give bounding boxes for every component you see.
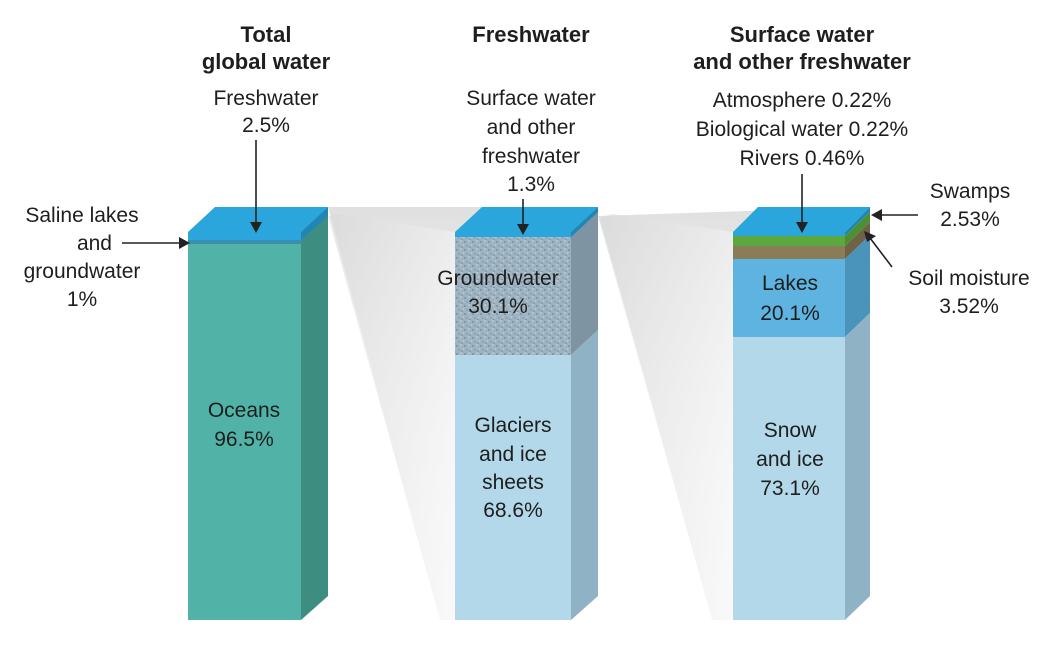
- titles: Total global water Freshwater Surface wa…: [202, 22, 911, 74]
- col3-side-snow: [845, 313, 870, 620]
- label-oceans: Oceans: [208, 399, 280, 422]
- label-glaciers-sheets: sheets: [482, 471, 544, 494]
- col2-side-top: [571, 207, 598, 237]
- bar-segment-swamps: [733, 236, 845, 246]
- column-surface-water: [733, 207, 870, 620]
- label-saline-value: 1%: [67, 288, 97, 311]
- label-lakes-value: 20.1%: [760, 302, 820, 325]
- label-atmosphere: Atmosphere 0.22%: [713, 89, 892, 112]
- col2-side-lower: [571, 330, 598, 620]
- col3-side-soil: [845, 222, 870, 259]
- column-freshwater: [455, 207, 598, 620]
- label-swamps-value: 2.53%: [940, 208, 1000, 231]
- label-surface-water: Surface water: [466, 87, 596, 110]
- arrowhead-swamps: [871, 209, 882, 221]
- label-surface-value: 1.3%: [507, 173, 555, 196]
- label-glaciers-and-ice: and ice: [479, 443, 547, 466]
- col2-labels: Surface water and other freshwater 1.3% …: [437, 87, 595, 522]
- label-glaciers-value: 68.6%: [483, 499, 543, 522]
- label-surface-and-other: and other: [487, 116, 576, 139]
- funnel-2-to-3-shade: [600, 214, 733, 620]
- label-snow: Snow: [764, 419, 817, 442]
- arrowhead-surface: [517, 224, 529, 235]
- funnels: [328, 207, 870, 620]
- label-surface-freshwater: freshwater: [482, 145, 580, 168]
- label-snow-and-ice: and ice: [756, 448, 824, 471]
- bar-segment-groundwater: [455, 237, 571, 355]
- label-glaciers: Glaciers: [474, 414, 551, 437]
- col1-labels: Freshwater 2.5% Saline lakes and groundw…: [24, 87, 319, 451]
- label-freshwater: Freshwater: [213, 87, 318, 110]
- col3-labels: Atmosphere 0.22% Biological water 0.22% …: [696, 89, 1030, 500]
- label-saline-and: and: [77, 232, 112, 255]
- label-biological-water: Biological water 0.22%: [696, 118, 908, 141]
- bar-segment-oceans: [188, 244, 301, 620]
- title-col3-line2: and other freshwater: [693, 49, 911, 74]
- bar-segment-glaciers: [455, 355, 571, 620]
- bar-segment-saline: [188, 240, 301, 244]
- label-saline: Saline lakes: [25, 204, 138, 227]
- column-total-global-water: [188, 207, 328, 620]
- col1-side-top: [301, 207, 328, 240]
- title-col1-line1: Total: [241, 22, 292, 47]
- bar-segment-snow-ice: [733, 337, 845, 620]
- label-soil-value: 3.52%: [939, 295, 999, 318]
- arrowhead-soil: [864, 231, 876, 242]
- col2-top-face: [455, 207, 598, 232]
- arrowhead-top-surface: [796, 222, 808, 233]
- col1-side-face: [301, 207, 328, 620]
- arrowhead-freshwater: [250, 222, 262, 233]
- label-swamps: Swamps: [930, 180, 1011, 203]
- bar-segment-atmo-bio-rivers: [733, 232, 845, 236]
- arrowhead-saline: [179, 237, 190, 249]
- title-col1-line2: global water: [202, 49, 331, 74]
- title-col3-line1: Surface water: [730, 22, 875, 47]
- funnel-1-to-2-shade: [328, 214, 455, 620]
- bar-segment-freshwater: [188, 232, 301, 240]
- label-oceans-value: 96.5%: [214, 428, 274, 451]
- label-rivers: Rivers 0.46%: [740, 147, 865, 170]
- bar-segment-surface-water: [455, 232, 571, 237]
- bar-segment-soil-moisture: [733, 246, 845, 259]
- label-groundwater-value: 30.1%: [468, 295, 528, 318]
- label-groundwater: Groundwater: [437, 267, 558, 290]
- bar-segment-lakes: [733, 259, 845, 337]
- col1-top-face: [188, 207, 328, 232]
- label-snow-value: 73.1%: [760, 477, 820, 500]
- label-freshwater-value: 2.5%: [242, 114, 290, 137]
- label-lakes: Lakes: [762, 272, 818, 295]
- label-saline-groundwater: groundwater: [24, 260, 141, 283]
- col3-side-top: [845, 207, 870, 236]
- label-soil-moisture: Soil moisture: [908, 267, 1029, 290]
- col2-side-upper: [571, 207, 598, 355]
- col3-side-lakes: [845, 235, 870, 337]
- title-col2: Freshwater: [472, 22, 590, 47]
- col3-side-swamp: [845, 212, 870, 246]
- arrow-soil: [869, 237, 893, 268]
